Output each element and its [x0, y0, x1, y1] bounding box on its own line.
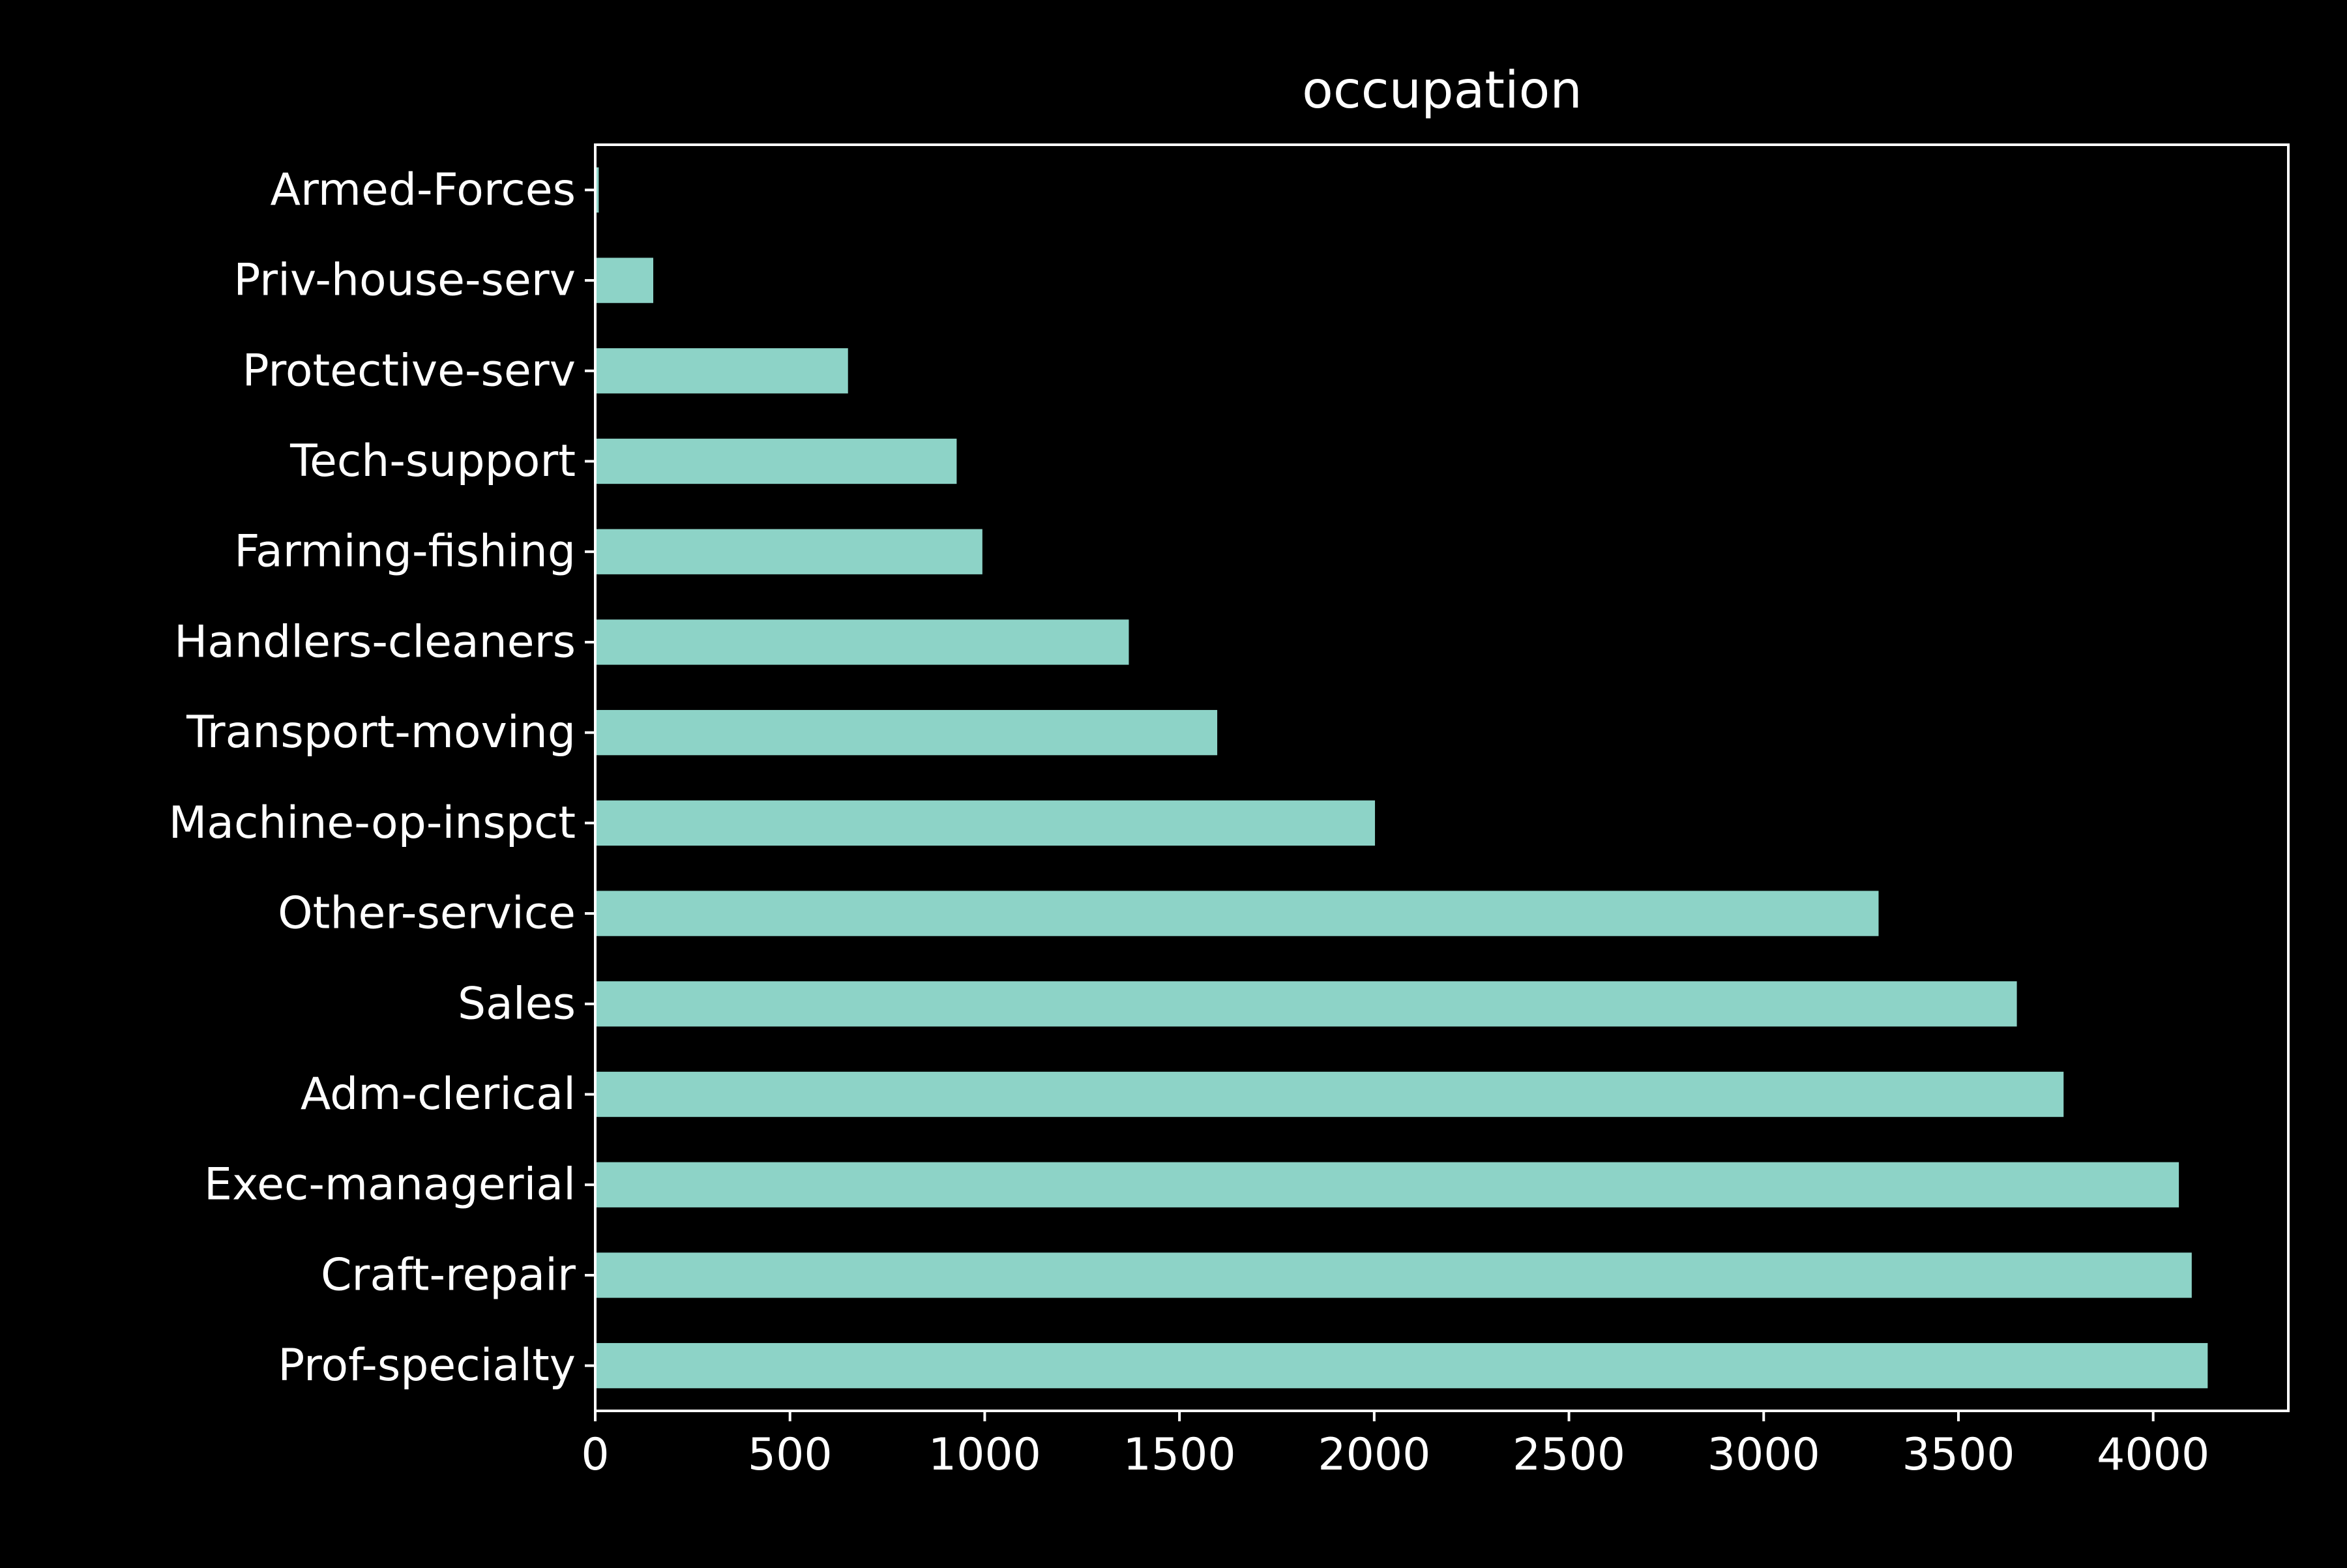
x-tick-label: 3000	[1707, 1429, 1820, 1481]
bar-priv-house-serv	[595, 258, 654, 303]
bars-group	[595, 167, 2208, 1389]
y-tick-label: Prof-specialty	[278, 1340, 576, 1391]
x-tick-label: 1500	[1123, 1429, 1236, 1481]
y-tick-label: Sales	[458, 978, 576, 1029]
bar-exec-managerial	[595, 1162, 2179, 1207]
x-tick-label: 2000	[1318, 1429, 1430, 1481]
bar-adm-clerical	[595, 1071, 2064, 1117]
y-tick-label: Farming-fishing	[234, 526, 576, 578]
y-tick-label: Other-service	[278, 888, 576, 939]
bar-handlers-cleaners	[595, 619, 1129, 665]
y-axis-ticks: Armed-Forces Priv-house-serv Protective-se…	[169, 164, 595, 1391]
x-axis-ticks: 0 500 1000 1500 2000 2500 3000 3500 4000	[581, 1411, 2209, 1481]
bar-tech-support	[595, 438, 957, 484]
y-tick-label: Transport-moving	[186, 707, 576, 758]
bar-armed-forces	[595, 167, 599, 213]
x-tick-label: 500	[748, 1429, 833, 1481]
y-tick-label: Craft-repair	[321, 1249, 576, 1301]
x-tick-label: 0	[581, 1429, 609, 1481]
bar-prof-specialty	[595, 1342, 2208, 1389]
y-tick-label: Handlers-cleaners	[174, 616, 576, 668]
x-tick-label: 1000	[928, 1429, 1041, 1481]
y-tick-label: Protective-serv	[243, 345, 576, 396]
bar-sales	[595, 981, 2017, 1027]
axes-frame	[594, 143, 2290, 1412]
bar-protective-serv	[595, 348, 848, 394]
x-tick-label: 2500	[1513, 1429, 1625, 1481]
x-tick-label: 3500	[1902, 1429, 2015, 1481]
bar-craft-repair	[595, 1252, 2192, 1298]
chart-title: occupation	[1302, 61, 1582, 120]
y-tick-label: Machine-op-inspct	[169, 797, 576, 849]
bar-other-service	[595, 891, 1879, 936]
y-tick-label: Priv-house-serv	[233, 255, 576, 306]
y-tick-label: Exec-managerial	[204, 1159, 576, 1211]
x-tick-label: 4000	[2097, 1429, 2209, 1481]
bar-transport-moving	[595, 709, 1218, 756]
bar-farming-fishing	[595, 529, 982, 574]
y-tick-label: Tech-support	[289, 436, 576, 487]
y-tick-label: Adm-clerical	[301, 1069, 576, 1120]
y-tick-label: Armed-Forces	[271, 164, 576, 216]
bar-machine-op-inspct	[595, 800, 1376, 846]
